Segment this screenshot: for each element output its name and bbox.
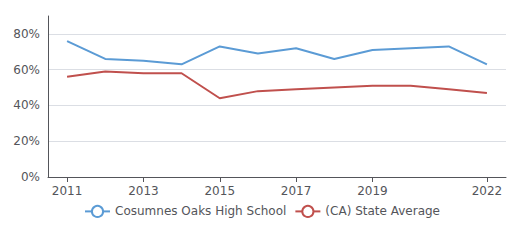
svg-text:2011: 2011 [52,184,83,198]
svg-text:2019: 2019 [357,184,388,198]
svg-text:(CA) State Average: (CA) State Average [325,204,440,218]
svg-text:2013: 2013 [128,184,159,198]
svg-text:2022: 2022 [472,184,503,198]
svg-text:40%: 40% [13,98,40,112]
svg-text:80%: 80% [13,27,40,41]
svg-text:0%: 0% [21,170,40,184]
svg-text:60%: 60% [13,63,40,77]
svg-text:20%: 20% [13,134,40,148]
svg-text:2015: 2015 [204,184,235,198]
svg-text:Cosumnes Oaks High School: Cosumnes Oaks High School [115,204,286,218]
svg-text:2017: 2017 [281,184,312,198]
